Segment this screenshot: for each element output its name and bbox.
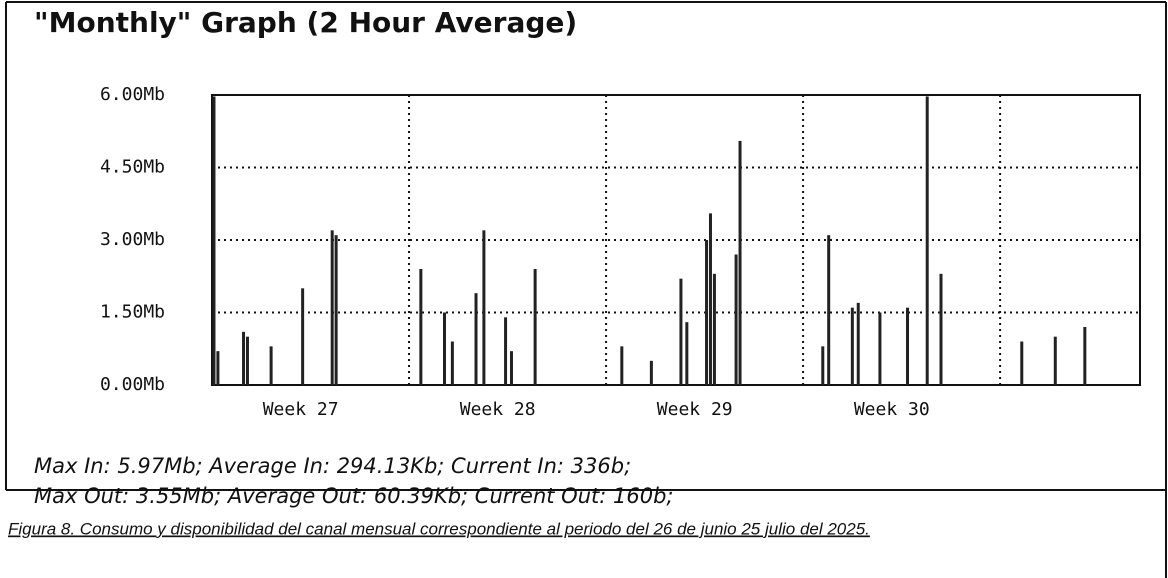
spike bbox=[679, 278, 683, 385]
spike bbox=[821, 346, 825, 385]
y-tick-label: 3.00Mb bbox=[100, 229, 165, 250]
x-tick-label: Week 28 bbox=[460, 399, 536, 420]
x-tick-label: Week 29 bbox=[657, 399, 733, 420]
spike bbox=[906, 307, 910, 385]
spike bbox=[450, 341, 454, 385]
x-tick-label: Week 30 bbox=[854, 399, 930, 420]
spike bbox=[827, 235, 831, 385]
stats-out: Max Out: 3.55Mb; Average Out: 60.39Kb; C… bbox=[34, 484, 674, 508]
spike bbox=[216, 351, 220, 385]
spike bbox=[712, 273, 716, 385]
spike bbox=[212, 96, 216, 385]
spike bbox=[878, 312, 882, 385]
y-tick-label: 6.00Mb bbox=[100, 84, 165, 105]
spike bbox=[1083, 327, 1087, 385]
spike bbox=[301, 288, 305, 385]
spike bbox=[269, 346, 273, 385]
spike bbox=[620, 346, 624, 385]
stats-in: Max In: 5.97Mb; Average In: 294.13Kb; Cu… bbox=[34, 454, 631, 478]
spike bbox=[649, 360, 653, 385]
spike bbox=[245, 336, 249, 385]
spike bbox=[850, 307, 854, 385]
plot-frame bbox=[211, 94, 1141, 386]
spike bbox=[1020, 341, 1024, 385]
chart-title: "Monthly" Graph (2 Hour Average) bbox=[34, 6, 577, 39]
spike bbox=[242, 331, 246, 385]
spike bbox=[738, 140, 742, 385]
y-tick-label: 4.50Mb bbox=[100, 157, 165, 178]
spike bbox=[1053, 336, 1057, 385]
spike bbox=[330, 230, 334, 385]
spike bbox=[925, 96, 929, 385]
spike bbox=[734, 254, 738, 385]
spike bbox=[708, 213, 712, 385]
spike bbox=[504, 317, 508, 385]
spike bbox=[334, 235, 338, 385]
spike bbox=[482, 230, 486, 385]
spike bbox=[533, 269, 537, 385]
spike bbox=[705, 240, 709, 385]
y-tick-label: 1.50Mb bbox=[100, 302, 165, 323]
caption: Figura 8. Consumo y disponibilidad del c… bbox=[8, 519, 870, 538]
y-tick-label: 0.00Mb bbox=[100, 374, 165, 395]
spike bbox=[419, 269, 423, 385]
spike bbox=[509, 351, 513, 385]
x-tick-label: Week 27 bbox=[263, 399, 339, 420]
spike bbox=[939, 273, 943, 385]
spike bbox=[442, 312, 446, 385]
spike bbox=[474, 293, 478, 385]
spike bbox=[856, 302, 860, 385]
spike bbox=[685, 322, 689, 385]
